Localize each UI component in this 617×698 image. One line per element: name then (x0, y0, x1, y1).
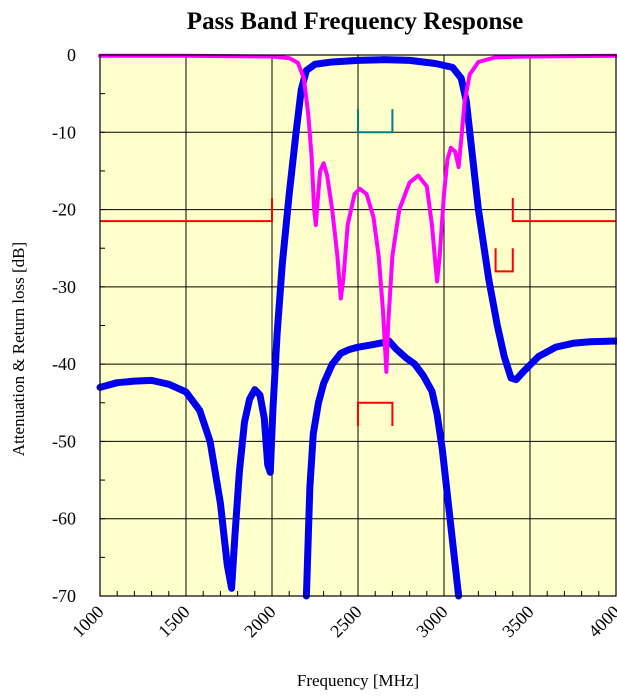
spec-marker (494, 248, 514, 273)
series-lines (96, 53, 617, 600)
x-tick-label: 3500 (498, 602, 538, 642)
spec-marker (357, 401, 394, 426)
x-tick-label: 2000 (240, 602, 280, 642)
chart-title: Pass Band Frequency Response (187, 8, 523, 35)
minor-ticks (99, 54, 617, 597)
y-tick-label: -70 (52, 586, 76, 606)
y-tick-labels: 0 -10 -20 -30 -40 -50 -60 -70 (52, 45, 76, 606)
y-axis-label: Attenuation & Return loss [dB] (9, 242, 28, 456)
x-tick-label: 2500 (326, 602, 366, 642)
spec-marker (100, 197, 273, 223)
y-tick-label: -60 (52, 509, 76, 529)
x-tick-label: 1000 (68, 602, 108, 642)
y-tick-label: -20 (52, 200, 76, 220)
x-tick-label: 1500 (154, 602, 194, 642)
x-tick-label: 3000 (412, 602, 452, 642)
spec-marker (357, 109, 394, 134)
series-line (96, 56, 617, 592)
y-tick-label: -30 (52, 277, 76, 297)
y-tick-label: -10 (52, 122, 76, 142)
y-tick-label: -40 (52, 354, 76, 374)
spec-marker (511, 197, 616, 223)
x-axis-label: Frequency [MHz] (297, 671, 419, 690)
y-tick-label: 0 (67, 45, 76, 65)
y-tick-label: -50 (52, 431, 76, 451)
x-tick-labels: 1000 1500 2000 2500 3000 3500 4000 (68, 602, 617, 642)
series-line (98, 53, 617, 374)
x-tick-label: 4000 (584, 602, 617, 642)
plot-frame (99, 54, 617, 597)
spec-markers (100, 109, 616, 426)
